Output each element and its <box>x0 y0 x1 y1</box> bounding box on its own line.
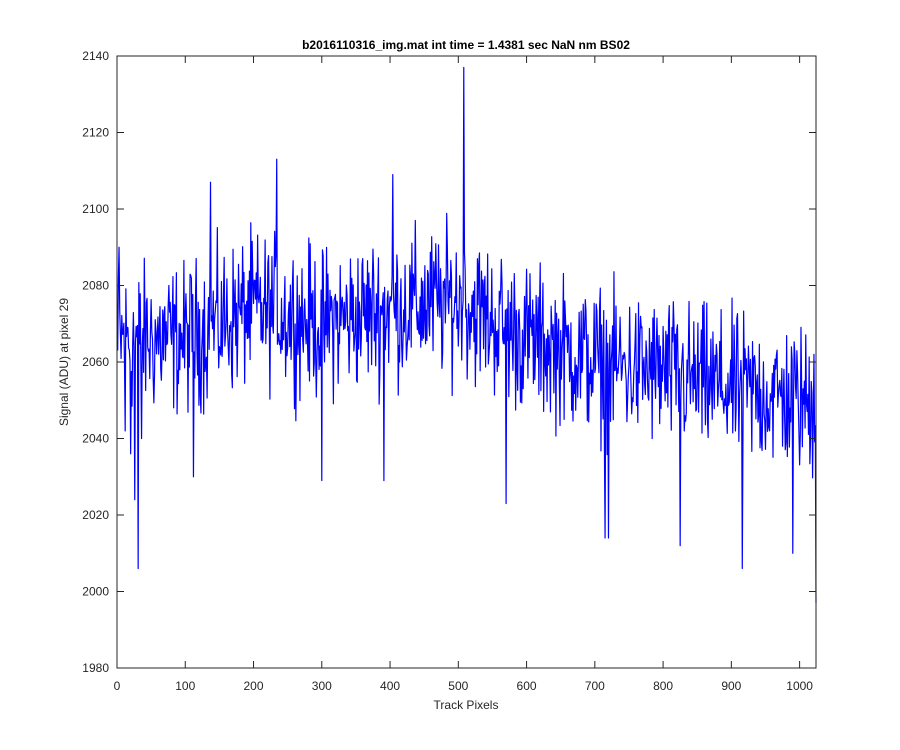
y-axis-label: Signal (ADU) at pixel 29 <box>57 298 71 426</box>
series-layer <box>117 66 817 603</box>
x-tick-label: 0 <box>114 679 121 693</box>
series-line-signal <box>117 66 817 603</box>
x-tick-label: 600 <box>517 679 537 693</box>
y-tick-label: 2120 <box>82 126 109 140</box>
y-tick-label: 2100 <box>82 202 109 216</box>
x-tick-label: 800 <box>653 679 673 693</box>
x-tick-label: 100 <box>175 679 195 693</box>
y-tick-label: 1980 <box>82 661 109 675</box>
x-tick-label: 900 <box>721 679 741 693</box>
y-tick-label: 2020 <box>82 508 109 522</box>
y-axis-ticks: 1980 2000 2020 2040 2060 2080 2100 2120 2140 <box>82 49 816 675</box>
y-tick-label: 2040 <box>82 432 109 446</box>
x-tick-label: 500 <box>448 679 468 693</box>
x-axis-ticks: 0 100 200 300 400 500 600 700 800 900 1000 <box>114 56 813 693</box>
chart-title: b2016110316_img.mat int time = 1.4381 se… <box>302 38 630 52</box>
x-tick-label: 300 <box>312 679 332 693</box>
x-tick-label: 700 <box>585 679 605 693</box>
y-tick-label: 2000 <box>82 585 109 599</box>
x-tick-label: 200 <box>244 679 264 693</box>
y-tick-label: 2080 <box>82 279 109 293</box>
y-tick-label: 2140 <box>82 49 109 63</box>
y-tick-label: 2060 <box>82 355 109 369</box>
x-tick-label: 400 <box>380 679 400 693</box>
x-axis-label: Track Pixels <box>434 698 499 712</box>
x-tick-label: 1000 <box>786 679 813 693</box>
